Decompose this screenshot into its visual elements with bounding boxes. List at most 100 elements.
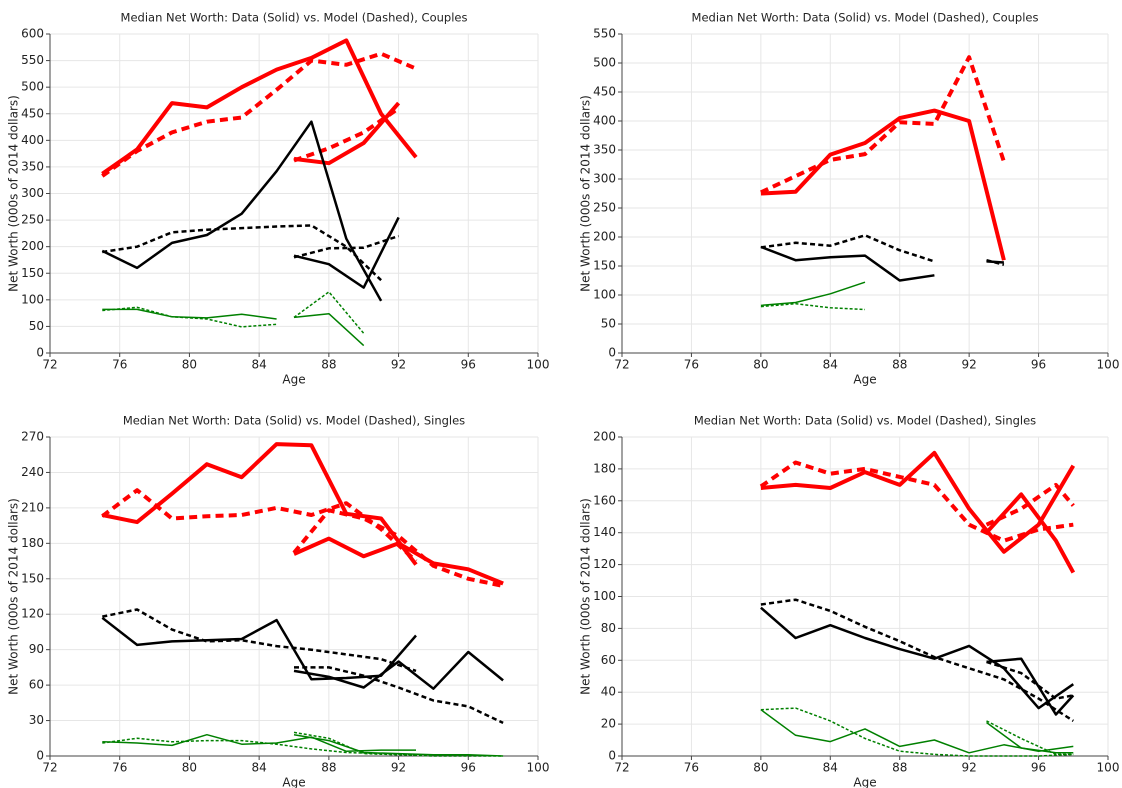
data-line: [293, 106, 400, 163]
y-tick-label: 200: [593, 230, 616, 244]
y-tick-label: 160: [593, 493, 616, 507]
y-tick-label: 300: [21, 186, 44, 200]
x-tick-label: 92: [391, 761, 406, 775]
data-line: [760, 245, 935, 282]
y-tick-label: 120: [21, 607, 44, 621]
data-line: [986, 721, 1074, 754]
y-tick-label: 270: [21, 430, 44, 444]
y-tick-label: 150: [21, 571, 44, 585]
data-line: [986, 258, 1005, 267]
x-tick-label: 72: [42, 761, 57, 775]
x-axis-label: Age: [853, 776, 876, 788]
data-line: [102, 608, 417, 673]
y-tick-label: 550: [593, 27, 616, 41]
x-tick-label: 88: [892, 358, 907, 372]
x-tick-label: 84: [252, 761, 267, 775]
x-tick-label: 80: [753, 358, 768, 372]
x-tick-label: 76: [684, 761, 699, 775]
y-tick-label: 180: [593, 461, 616, 475]
x-tick-label: 72: [42, 358, 57, 372]
data-line: [986, 660, 1074, 700]
chart-title: Median Net Worth: Data (Solid) vs. Model…: [692, 11, 1039, 25]
y-tick-label: 500: [593, 56, 616, 70]
data-line: [760, 598, 1074, 722]
data-line: [101, 51, 417, 178]
x-tick-label: 92: [962, 761, 977, 775]
data-line: [760, 108, 1006, 261]
y-tick-label: 80: [601, 621, 616, 635]
x-tick-label: 96: [461, 358, 476, 372]
x-tick-label: 100: [1097, 358, 1120, 372]
x-tick-label: 88: [321, 761, 336, 775]
subplot: Median Net Worth: Data (Solid) vs. Model…: [579, 414, 1120, 788]
y-tick-label: 250: [593, 201, 616, 215]
data-line: [760, 450, 1076, 554]
x-tick-label: 76: [112, 761, 127, 775]
y-axis-label: Net Worth (000s of 2014 dollars): [579, 498, 593, 695]
x-tick-label: 92: [962, 358, 977, 372]
y-tick-label: 30: [29, 713, 44, 727]
y-tick-label: 250: [21, 213, 44, 227]
data-line: [293, 650, 504, 690]
x-tick-label: 72: [614, 358, 629, 372]
subplot: Median Net Worth: Data (Solid) vs. Model…: [7, 414, 550, 788]
data-line: [293, 536, 504, 586]
y-tick-label: 500: [21, 80, 44, 94]
y-tick-label: 60: [601, 653, 616, 667]
y-axis-label: Net Worth (000s of 2014 dollars): [7, 95, 21, 292]
chart-title: Median Net Worth: Data (Solid) vs. Model…: [121, 11, 468, 25]
y-tick-label: 200: [593, 430, 616, 444]
y-tick-label: 150: [593, 259, 616, 273]
data-line: [101, 120, 383, 302]
y-tick-label: 240: [21, 465, 44, 479]
y-tick-label: 90: [29, 642, 44, 656]
x-tick-label: 76: [112, 358, 127, 372]
x-tick-label: 80: [182, 358, 197, 372]
data-line: [294, 666, 504, 725]
y-tick-label: 0: [608, 346, 616, 360]
x-tick-label: 84: [823, 761, 838, 775]
data-line: [760, 707, 1074, 757]
x-tick-label: 84: [823, 358, 838, 372]
data-line: [293, 291, 365, 334]
x-tick-label: 100: [527, 761, 550, 775]
data-line: [102, 308, 277, 320]
data-line: [986, 720, 1074, 756]
x-tick-label: 76: [684, 358, 699, 372]
data-line: [101, 488, 418, 563]
x-tick-label: 88: [892, 761, 907, 775]
subplot: Median Net Worth: Data (Solid) vs. Model…: [579, 11, 1120, 387]
y-tick-label: 0: [36, 749, 44, 763]
y-tick-label: 450: [593, 85, 616, 99]
y-tick-label: 400: [21, 133, 44, 147]
data-line: [293, 234, 399, 259]
data-line: [985, 492, 1076, 574]
x-tick-label: 84: [252, 358, 267, 372]
x-tick-label: 80: [753, 761, 768, 775]
data-line: [293, 101, 401, 166]
x-tick-label: 96: [1031, 358, 1046, 372]
y-tick-label: 350: [21, 159, 44, 173]
chart-title: Median Net Worth: Data (Solid) vs. Model…: [694, 414, 1036, 428]
data-line: [293, 312, 365, 347]
y-tick-label: 60: [29, 678, 44, 692]
x-tick-label: 72: [614, 761, 629, 775]
data-line: [102, 224, 382, 282]
x-tick-label: 80: [182, 761, 197, 775]
y-tick-label: 0: [36, 346, 44, 360]
y-tick-label: 450: [21, 106, 44, 120]
y-tick-label: 210: [21, 500, 44, 514]
y-tick-label: 600: [21, 27, 44, 41]
y-tick-label: 40: [601, 685, 616, 699]
y-tick-label: 20: [601, 717, 616, 731]
x-axis-label: Age: [853, 373, 876, 387]
data-line: [292, 508, 504, 588]
subplot: Median Net Worth: Data (Solid) vs. Model…: [7, 11, 550, 387]
data-line: [101, 442, 418, 566]
data-line: [759, 460, 1074, 543]
x-tick-label: 100: [527, 358, 550, 372]
x-tick-label: 88: [321, 358, 336, 372]
y-tick-label: 150: [21, 266, 44, 280]
x-axis-label: Age: [282, 373, 305, 387]
